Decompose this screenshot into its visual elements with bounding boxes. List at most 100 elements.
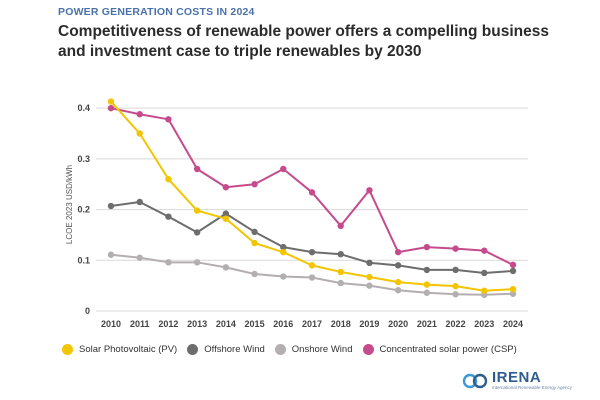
legend-item-csp: Concentrated solar power (CSP) xyxy=(362,344,517,355)
data-point xyxy=(394,278,402,286)
data-point xyxy=(452,282,459,290)
data-point xyxy=(423,281,431,288)
data-point xyxy=(337,222,344,229)
legend-label-csp: Concentrated solar power (CSP) xyxy=(379,344,517,355)
data-point xyxy=(136,111,143,118)
data-point xyxy=(337,279,344,287)
y-tick-label: 0 xyxy=(85,306,90,316)
data-point xyxy=(165,175,172,183)
legend-label-onshore-wind: Onshore Wind xyxy=(291,344,353,355)
data-point xyxy=(394,262,402,269)
x-tick-label: 2019 xyxy=(359,319,379,329)
y-tick-label: 0.2 xyxy=(77,205,90,215)
data-point xyxy=(107,104,115,112)
chart-kicker: POWER GENERATION COSTS IN 2024 xyxy=(58,6,255,18)
chart-title: Competitiveness of renewable power offer… xyxy=(58,23,549,60)
data-point xyxy=(280,165,287,173)
x-tick-label: 2024 xyxy=(503,319,523,329)
logo-name: IRENA xyxy=(492,369,542,386)
legend-marker-onshore-wind xyxy=(274,344,286,355)
data-point xyxy=(193,207,201,214)
data-point xyxy=(165,213,172,220)
data-point xyxy=(423,266,431,274)
x-tick-label: 2010 xyxy=(101,319,121,329)
legend-label-solar-pv: Solar Photovoltaic (PV) xyxy=(79,344,178,355)
logo-subtitle: International Renewable Energy Agency xyxy=(492,385,573,390)
data-point xyxy=(251,239,258,247)
data-point xyxy=(136,130,143,137)
data-point xyxy=(394,248,402,256)
data-point xyxy=(136,198,143,206)
legend-marker-offshore-wind xyxy=(187,344,199,355)
data-point xyxy=(452,245,459,252)
series-line xyxy=(110,107,514,266)
y-axis-label: LCOE 2023 USD/kWh xyxy=(65,165,74,244)
data-point xyxy=(193,229,201,236)
data-point xyxy=(165,259,172,266)
data-point xyxy=(481,269,488,277)
irena-logo: IRENA International Renewable Energy Age… xyxy=(462,370,572,391)
data-point xyxy=(308,262,316,269)
x-tick-label: 2011 xyxy=(130,319,150,329)
data-point xyxy=(280,273,287,280)
x-tick-label: 2020 xyxy=(388,319,408,329)
data-point xyxy=(222,184,230,191)
x-tick-label: 2022 xyxy=(446,319,466,329)
data-point xyxy=(481,287,488,294)
data-point xyxy=(280,243,287,251)
data-point xyxy=(308,274,316,281)
data-point xyxy=(452,291,459,298)
data-point xyxy=(452,266,459,274)
legend-marker-solar-pv xyxy=(62,344,73,355)
x-tick-label: 2021 xyxy=(417,319,437,329)
data-point xyxy=(193,165,201,173)
data-point xyxy=(337,251,344,258)
data-point xyxy=(366,187,373,194)
data-point xyxy=(509,267,517,275)
legend-item-offshore-wind: Offshore Wind xyxy=(187,344,265,355)
x-tick-label: 2017 xyxy=(302,319,322,329)
data-point xyxy=(481,247,488,254)
data-point xyxy=(251,270,258,278)
chart-legend: Solar Photovoltaic (PV) Offshore Wind On… xyxy=(62,344,527,355)
x-tick-label: 2015 xyxy=(245,319,265,329)
data-point xyxy=(193,259,201,266)
y-tick-label: 0.3 xyxy=(77,154,90,164)
data-point xyxy=(509,285,517,293)
x-tick-label: 2018 xyxy=(331,319,351,329)
y-tick-label: 0.1 xyxy=(77,255,90,265)
data-point xyxy=(509,290,517,297)
x-tick-label: 2016 xyxy=(273,319,293,329)
data-point xyxy=(107,98,115,105)
legend-marker-csp xyxy=(362,344,374,355)
legend-item-onshore-wind: Onshore Wind xyxy=(274,344,353,355)
data-point xyxy=(222,215,230,222)
data-point xyxy=(251,181,258,188)
data-point xyxy=(366,282,373,289)
data-point xyxy=(394,287,402,294)
x-tick-label: 2013 xyxy=(187,319,207,329)
data-point xyxy=(165,116,172,123)
data-point xyxy=(423,289,431,296)
x-tick-label: 2012 xyxy=(158,319,178,329)
data-point xyxy=(366,259,373,267)
legend-item-solar-pv: Solar Photovoltaic (PV) xyxy=(62,344,177,355)
data-point xyxy=(251,228,258,236)
x-tick-label: 2023 xyxy=(474,319,494,329)
data-point xyxy=(337,268,344,276)
irena-logo-icon xyxy=(462,373,488,388)
data-point xyxy=(308,189,316,196)
x-tick-label: 2014 xyxy=(216,319,236,329)
data-point xyxy=(308,248,316,256)
data-point xyxy=(366,273,373,281)
data-point xyxy=(107,251,115,258)
data-point xyxy=(222,210,230,217)
data-point xyxy=(509,261,517,269)
data-point xyxy=(136,254,143,261)
data-point xyxy=(280,248,287,256)
y-tick-label: 0.4 xyxy=(77,103,90,113)
data-point xyxy=(222,264,230,271)
legend-label-offshore-wind: Offshore Wind xyxy=(204,344,265,355)
data-point xyxy=(107,202,115,210)
